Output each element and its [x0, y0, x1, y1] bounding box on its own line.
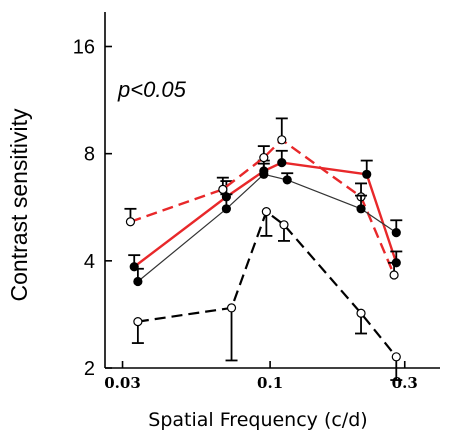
series-2-point-3 [277, 135, 287, 145]
series-2-point-0 [125, 217, 136, 227]
series-4-line [137, 209, 398, 358]
series-1-point-4 [362, 169, 372, 179]
y-axis-title: Contrast sensitivity [6, 108, 32, 302]
series-2-line [130, 138, 396, 276]
y-tick-label-8: 8 [84, 144, 95, 166]
series-4 [131, 206, 403, 381]
series-3-point-1 [221, 204, 231, 214]
annotation-pvalue: p<0.05 [117, 77, 187, 102]
series-3-point-3 [282, 175, 292, 185]
series-2-point-1 [218, 184, 228, 194]
series-3-point-0 [133, 276, 143, 287]
y-tick-label-2: 2 [84, 358, 95, 380]
series-layer [124, 117, 403, 381]
x-tick-label-0.03: 0.03 [104, 374, 141, 392]
series-3-point-5 [391, 228, 401, 238]
series-3-point-2 [259, 169, 269, 179]
x-tick-label-0.3: 0.3 [392, 374, 418, 392]
axes: 2 4 8 16 0.03 0.1 0.3 [73, 12, 440, 392]
series-4-point-3 [279, 220, 289, 230]
x-tick-label-0.1: 0.1 [257, 374, 283, 392]
series-1-line [133, 161, 398, 268]
series-3-point-4 [356, 204, 366, 214]
series-3 [131, 162, 403, 287]
series-4-point-0 [133, 317, 143, 327]
series-1-point-3 [277, 158, 287, 168]
y-tick-label-16: 16 [73, 36, 95, 58]
y-tick-label-4: 4 [84, 251, 95, 273]
series-4-point-2 [261, 206, 271, 217]
series-3-line [137, 173, 397, 282]
series-2-point-2 [259, 152, 269, 163]
series-4-point-4 [356, 308, 366, 318]
x-axis-title: Spatial Frequency (c/d) [148, 409, 367, 431]
series-4-point-5 [391, 352, 401, 362]
series-2-point-5 [389, 270, 399, 280]
series-4-point-1 [226, 303, 237, 313]
series-2 [124, 117, 401, 280]
